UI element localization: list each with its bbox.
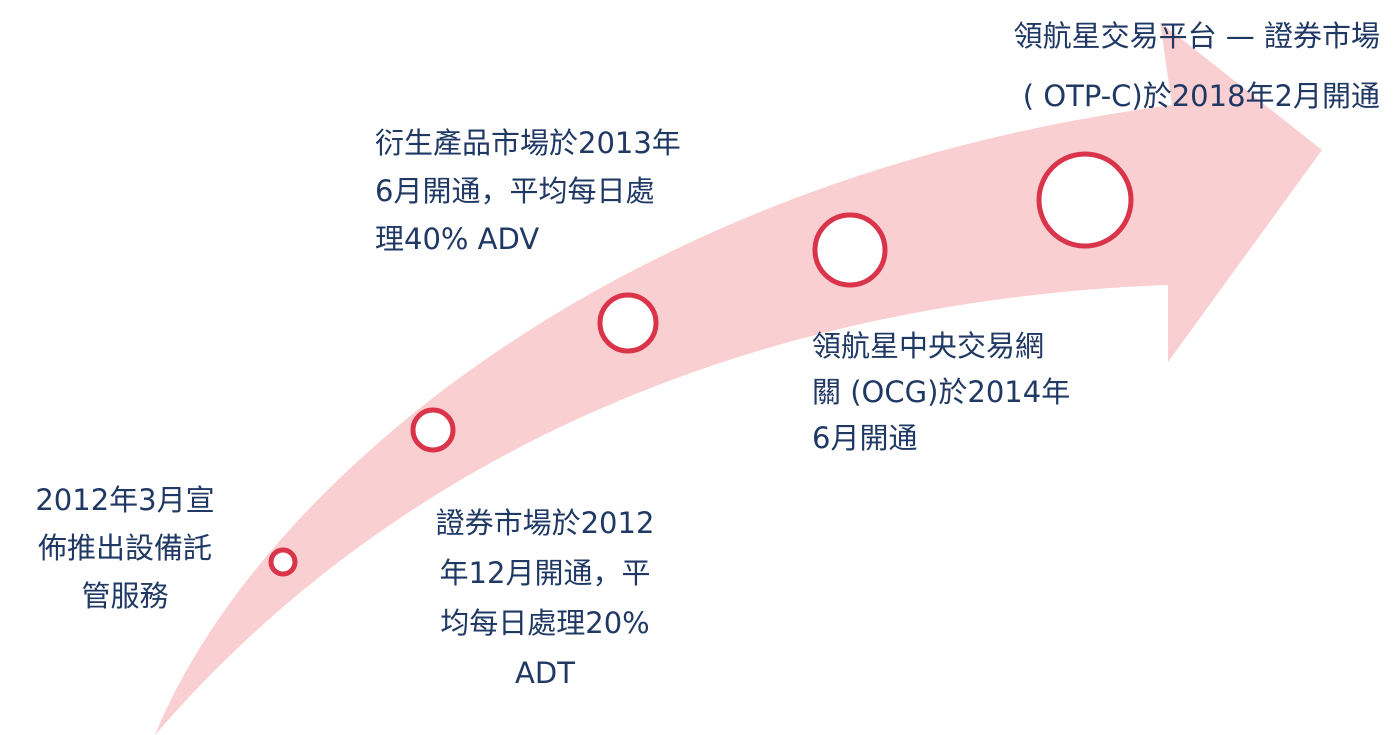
milestone-circle (1036, 151, 1134, 249)
milestone-label: 領航星交易平台 — 證券市場 (1014, 19, 1380, 53)
milestone-label: 年12月開通，平 (440, 556, 651, 590)
milestone-label: 衍生產品市場於2013年 (375, 126, 681, 160)
milestone-label: 管服務 (81, 579, 168, 613)
milestone-circle (410, 407, 456, 453)
milestone-label: 領航星中央交易網 (812, 329, 1044, 363)
milestone-label: 佈推出設備託 (38, 531, 212, 565)
milestone-label: 均每日處理20% (440, 606, 649, 640)
milestone-label: 2012年3月宣 (35, 483, 214, 517)
growth-arrow (155, 22, 1322, 735)
milestone-label: 6月開通，平均每日處 (375, 174, 654, 208)
milestone-circle (812, 212, 888, 288)
milestone-label: ( OTP-C)於2018年2月開通 (1023, 79, 1380, 113)
milestone-circles (268, 151, 1134, 577)
milestone-label: 6月開通 (812, 421, 917, 455)
milestone-label: 關 (OCG)於2014年 (812, 375, 1070, 409)
milestone-circle (268, 547, 298, 577)
milestone-label: 理40% ADV (375, 222, 539, 256)
milestone-circle (597, 292, 659, 354)
milestone-label: 證券市場於2012 (436, 506, 655, 540)
milestone-label: ADT (515, 656, 575, 690)
